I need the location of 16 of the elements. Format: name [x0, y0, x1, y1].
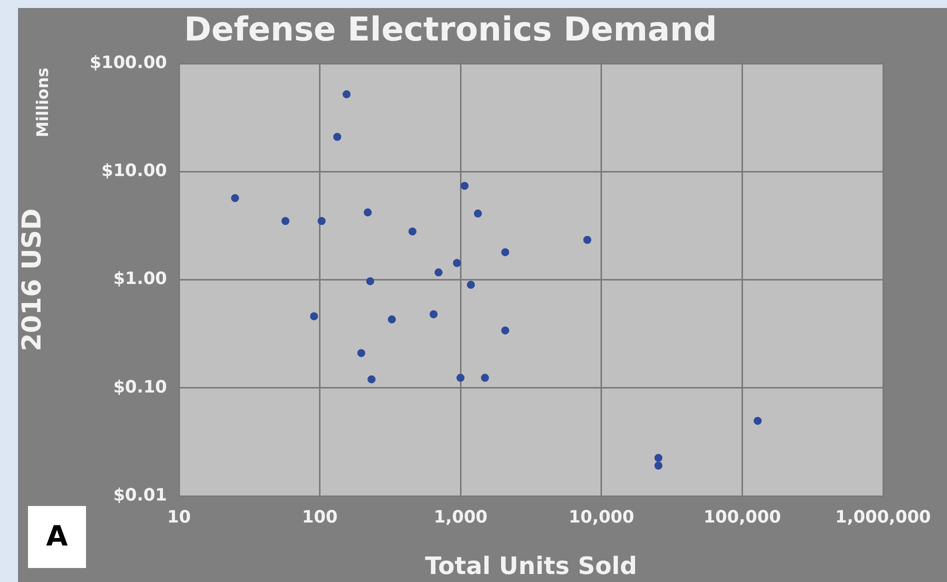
y-tick-label: $100.00	[90, 53, 168, 74]
y-axis-title: 2016 USD	[17, 208, 48, 352]
x-tick-label: 100	[302, 508, 338, 528]
y-tick-label: $10.00	[101, 161, 168, 182]
x-tick-label: 10,000	[568, 508, 634, 528]
y-tick-label: $0.10	[113, 377, 168, 398]
x-tick-label: 1,000	[434, 508, 488, 528]
y-tick-label: $1.00	[113, 269, 168, 290]
x-axis-title: Total Units Sold	[424, 552, 638, 580]
x-tick-label: 1,000,000	[835, 508, 932, 528]
x-tick-label: 100,000	[703, 508, 782, 528]
x-tick-label: 10	[167, 508, 191, 528]
text: Millions	[33, 68, 52, 138]
text: A	[46, 519, 68, 552]
chart-title: Defense Electronics Demand	[184, 9, 718, 48]
y-tick-label: $0.01	[113, 485, 167, 506]
